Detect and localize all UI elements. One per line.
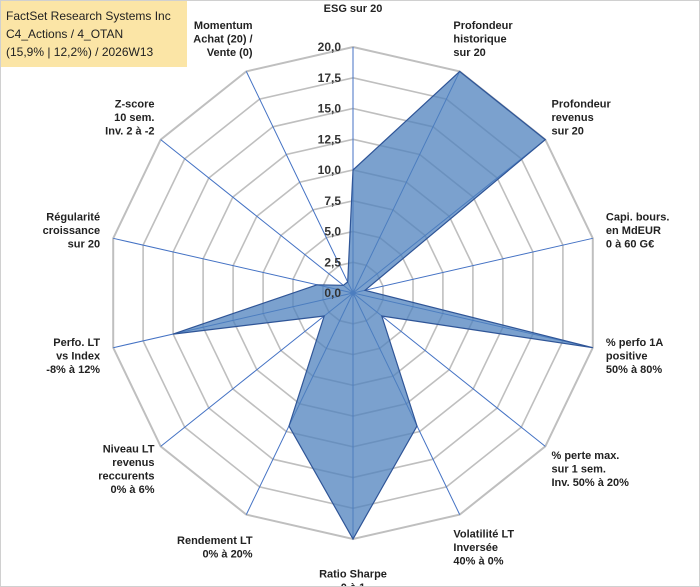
axis-spoke: [352, 292, 546, 447]
axis-label-line: Régularité: [46, 212, 100, 224]
radar-series: [172, 70, 593, 541]
axis-label-line: Ratio Sharpe: [319, 568, 387, 580]
axis-label-line: reccurents: [98, 470, 154, 482]
axis-label: Ratio Sharpe 0 à 1: [319, 568, 387, 586]
axis-label-line: 0% à 6%: [110, 484, 154, 496]
title-company: FactSet Research Systems Inc: [6, 9, 171, 23]
tick-label: 0,0: [324, 286, 341, 300]
axis-label: Niveau LT revenus reccurents 0% à 6%: [98, 443, 155, 496]
tick-label: 10,0: [318, 163, 342, 177]
axis-label: NoteESG sur 20: [324, 1, 383, 15]
axis-label-line: vs Index: [56, 351, 101, 363]
axis-label-line: revenus: [552, 112, 594, 124]
axis-label-line: sur 20: [552, 125, 584, 137]
axis-label-line: en MdEUR: [606, 225, 661, 237]
axis-label-line: sur 1 sem.: [552, 464, 606, 476]
axis-spoke: [160, 139, 354, 294]
axis-label-line: revenus: [112, 457, 154, 469]
tick-label: 5,0: [324, 225, 341, 239]
axis-label-line: Inversée: [453, 542, 498, 554]
axis-label-line: 10 sem.: [114, 112, 154, 124]
axis-label-line: 0 à 1: [341, 582, 365, 586]
tick-label: 15,0: [318, 102, 342, 116]
axis-label-line: Capi. bours.: [606, 212, 670, 224]
axis-label-line: Volatilité LT: [453, 528, 514, 540]
axis-label: Profondeur historique sur 20: [453, 20, 513, 59]
axis-label-line: sur 20: [68, 239, 100, 251]
axis-label-line: 0% à 20%: [202, 549, 252, 561]
axis-label-line: Vente (0): [207, 47, 253, 59]
tick-label: 12,5: [318, 132, 342, 146]
axis-label: % perfo 1A positive 50% à 80%: [606, 337, 664, 376]
axis-label-line: Rendement LT: [177, 535, 253, 547]
axis-spoke: [245, 71, 354, 294]
axis-label-line: Profondeur: [552, 98, 612, 110]
axis-label-line: Niveau LT: [103, 443, 155, 455]
axis-label: Régularité croissance sur 20: [43, 212, 100, 251]
title-stats: (15,9% | 12,2%) / 2026W13: [6, 45, 154, 59]
axis-label-line: croissance: [43, 225, 100, 237]
axis-label: Z-score 10 sem. Inv. 2 à -2: [105, 98, 154, 137]
axis-label: Perfo. LT vs Index -8% à 12%: [46, 337, 101, 376]
axis-label-line: Inv. 50% à 20%: [552, 477, 630, 489]
axis-label-line: historique: [453, 34, 506, 46]
tick-label: 17,5: [318, 71, 342, 85]
axis-spoke: [113, 237, 354, 294]
axis-label-line: Perfo. LT: [53, 337, 100, 349]
axis-label-line: Inv. 2 à -2: [105, 125, 154, 137]
axis-label-line: % perte max.: [552, 450, 620, 462]
series-area: [172, 70, 593, 541]
axis-label-line: Profondeur: [453, 20, 513, 32]
tick-label: 20,0: [318, 40, 342, 54]
axis-spoke: [160, 292, 354, 447]
axis-label: Rendement LT 0% à 20%: [177, 535, 253, 561]
axis-label-line: 40% à 0%: [453, 555, 503, 567]
title-category: C4_Actions / 4_OTAN: [6, 27, 124, 41]
axis-label-line: sur 20: [453, 47, 485, 59]
axis-label-line: Z-score: [115, 98, 155, 110]
tick-label: 7,5: [324, 194, 341, 208]
axis-label-line: 0 à 60 G€: [606, 239, 654, 251]
axis-label: Momentum Achat (20) / Vente (0): [193, 20, 253, 59]
axis-label: Profondeur revenus sur 20: [552, 98, 612, 137]
axis-label: Volatilité LT Inversée 40% à 0%: [453, 528, 514, 567]
axis-label-line: ESG sur 20: [324, 3, 383, 15]
radar-tick-labels: 0,0 2,5 5,0 7,5 10,0 12,5 15,0 17,5 20,0: [318, 40, 342, 300]
axis-label: Capi. bours. en MdEUR 0 à 60 G€: [606, 212, 670, 251]
axis-label-line: Momentum: [194, 20, 253, 32]
axis-label-line: % perfo 1A: [606, 337, 664, 349]
tick-label: 2,5: [324, 255, 341, 269]
axis-spoke: [352, 237, 593, 294]
axis-label-line: positive: [606, 351, 648, 363]
axis-label: % perte max. sur 1 sem. Inv. 50% à 20%: [552, 450, 630, 489]
chart-title-box: FactSet Research Systems Inc C4_Actions …: [1, 1, 187, 67]
axis-label-line: -8% à 12%: [46, 364, 100, 376]
axis-label-line: 50% à 80%: [606, 364, 662, 376]
axis-label-line: Achat (20) /: [193, 34, 252, 46]
axis-label-line: Note: [341, 1, 365, 2]
